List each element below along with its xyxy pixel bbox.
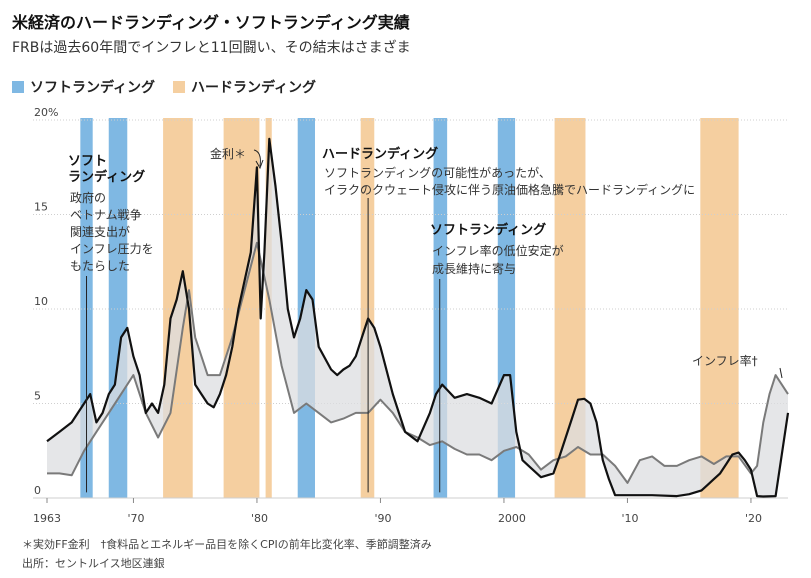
fed-label-arrow [253, 149, 261, 167]
legend-swatch-hard [173, 81, 186, 93]
chart-title: 米経済のハードランディング・ソフトランディング実績 [12, 13, 410, 32]
hard-body-line1: ソフトランディングの可能性があったが、 [324, 165, 551, 180]
soft1-body-line2: ベトナム戦争 [70, 208, 142, 222]
shade-hard-10 [700, 118, 739, 498]
legend-label-soft: ソフトランディング [30, 80, 156, 96]
soft2-body-line2: 成長維持に寄与 [432, 261, 516, 276]
soft1-title-line2: ランディング [68, 169, 145, 185]
hard-title: ハードランディング [322, 146, 438, 162]
legend-item-hard: ハードランディング [173, 77, 316, 97]
footnote-source: 出所：セントルイス地区連銀 [22, 557, 165, 570]
axis-ticks: 0 5 10 15 20% 1963 '70 '80 '90 2000 '10 '20 [33, 106, 762, 525]
hard-body-line2: イラクのクウェート侵攻に伴う原油価格急騰でハードランディングに [324, 182, 695, 197]
soft1-body-line3: 関連支出が [70, 224, 130, 239]
fed-rate-label: 金利＊ [210, 146, 246, 161]
y-tick-label-10: 10 [34, 295, 48, 308]
series-lines [46, 137, 790, 498]
legend: ソフトランディング ハードランディング [12, 77, 316, 97]
shade-hard-4 [265, 118, 272, 498]
legend-label-hard: ハードランディング [191, 80, 317, 96]
y-tick-label-15: 15 [34, 201, 48, 214]
inflation-line [47, 241, 789, 484]
soft2-title: ソフトランディング [430, 222, 546, 238]
chart-subtitle: FRBは過去60年間でインフレと11回闘い、その結末はさまざま [12, 40, 411, 56]
soft1-body-line1: 政府の [70, 190, 106, 205]
shade-hard-3 [223, 118, 260, 498]
annotation-leaders [86, 149, 783, 493]
annotations: ソフト ランディング 政府の ベトナム戦争 関連支出が インフレ圧力を もたらし… [68, 146, 758, 368]
x-tick-label-1980: '80 [251, 512, 268, 525]
x-tick-label-1970: '70 [127, 512, 144, 525]
soft1-body-line4: インフレ圧力を [70, 242, 154, 256]
y-tick-label-5: 5 [34, 390, 41, 403]
footnote-definitions: ＊実効FF金利 †食料品とエネルギー品目を除くCPIの前年比変化率、季節調整済み [22, 538, 432, 551]
y-tick-label-0: 0 [34, 484, 41, 497]
soft1-title-line1: ソフト [68, 154, 107, 169]
legend-item-soft: ソフトランディング [12, 77, 155, 97]
x-tick-label-1963: 1963 [33, 512, 61, 525]
y-tick-label-20: 20% [34, 106, 58, 119]
gridlines [33, 119, 788, 499]
x-tick-label-1990: '90 [374, 512, 391, 525]
x-tick-label-2020: '20 [745, 512, 762, 525]
inflation-label-arrow [779, 367, 783, 379]
fed-label-arrowhead [255, 159, 264, 170]
x-tick-label-2000: 2000 [498, 512, 526, 525]
inflation-label: インフレ率† [692, 353, 758, 368]
fed-funds-rate-line [46, 137, 790, 498]
x-tick-label-2010: '10 [621, 512, 638, 525]
soft1-body-line5: もたらした [70, 259, 130, 273]
legend-swatch-soft [12, 81, 24, 93]
soft2-body-line1: インフレ率の低位安定が [432, 243, 564, 258]
